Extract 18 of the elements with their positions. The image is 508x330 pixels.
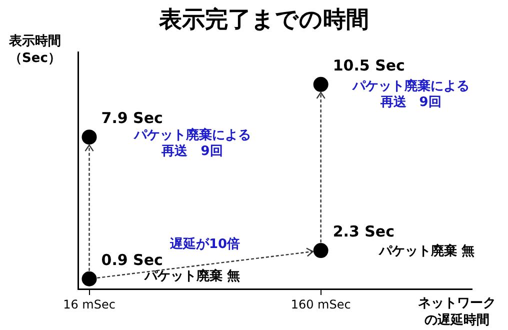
data-label: 10.5 Sec — [332, 56, 405, 74]
annotation: 遅延が10倍 — [168, 236, 242, 253]
data-label: 0.9 Sec — [101, 250, 163, 269]
data-label: 7.9 Sec — [101, 108, 163, 127]
point — [313, 76, 328, 92]
x-tick-label: 16 mSec — [63, 297, 116, 312]
x-tick-label: 160 mSec — [290, 297, 351, 312]
x-axis-title: ネットワークの遅延時間 — [417, 296, 497, 330]
chart-title: 表示完了までの時間 — [158, 6, 370, 35]
data-label: 2.3 Sec — [332, 222, 395, 240]
point — [82, 130, 97, 145]
point — [82, 271, 97, 286]
point — [313, 243, 328, 258]
y-axis-title: 表示時間（Sec） — [8, 34, 62, 68]
annotation: パケット廃棄による再送 9回 — [352, 79, 470, 112]
annotation: パケット廃棄 無 — [378, 244, 476, 260]
annotation: パケット廃棄 無 — [143, 268, 242, 285]
annotation: パケット廃棄による再送 9回 — [133, 128, 252, 160]
